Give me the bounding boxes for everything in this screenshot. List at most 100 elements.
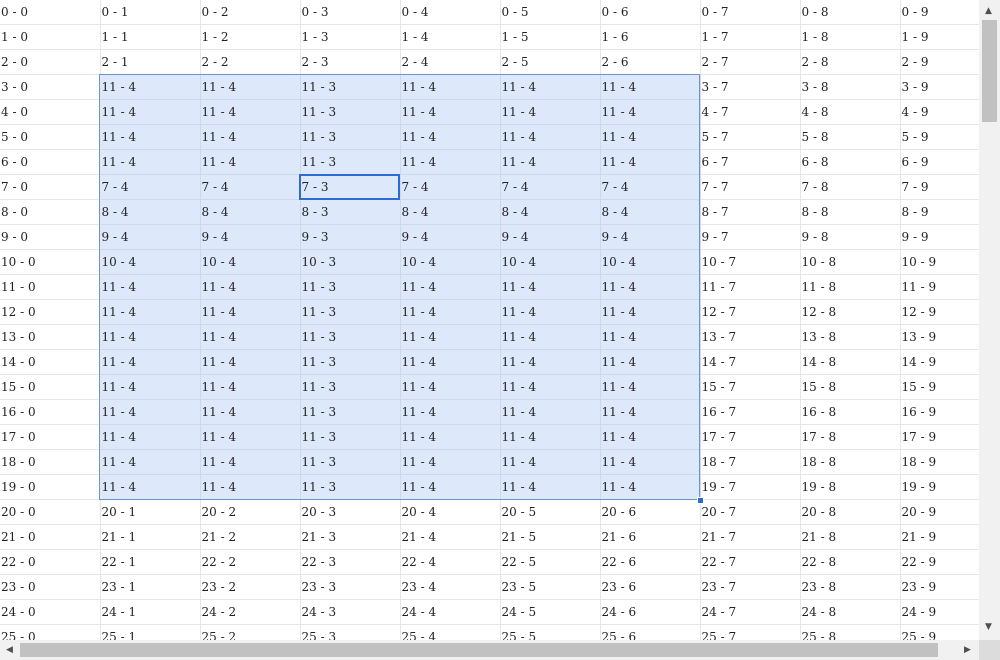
grid-cell[interactable]: 11 - 4 [200,274,301,300]
grid-cell[interactable]: 11 - 4 [600,349,701,375]
arrow-up-icon[interactable]: ▲ [985,6,992,16]
grid-cell[interactable]: 21 - 1 [100,524,201,550]
grid-cell[interactable]: 11 - 4 [100,299,201,325]
grid-cell[interactable]: 25 - 0 [0,624,101,640]
grid-cell[interactable]: 8 - 9 [900,199,979,225]
grid-cell[interactable]: 10 - 8 [800,249,901,275]
grid-cell[interactable]: 20 - 9 [900,499,979,525]
grid-cell[interactable]: 9 - 8 [800,224,901,250]
grid-cell[interactable]: 1 - 9 [900,24,979,50]
grid-cell[interactable]: 8 - 4 [200,199,301,225]
grid-cell[interactable]: 11 - 3 [300,474,401,500]
grid-cell[interactable]: 8 - 7 [700,199,801,225]
grid-cell[interactable]: 23 - 8 [800,574,901,600]
grid-cell[interactable]: 19 - 9 [900,474,979,500]
grid-cell[interactable]: 23 - 4 [400,574,501,600]
grid-cell[interactable]: 2 - 1 [100,49,201,75]
grid-cell[interactable]: 11 - 4 [600,299,701,325]
grid-cell[interactable]: 11 - 4 [600,74,701,100]
grid-cell[interactable]: 18 - 8 [800,449,901,475]
grid-cell[interactable]: 24 - 3 [300,599,401,625]
grid-cell[interactable]: 0 - 3 [300,0,401,25]
grid-cell[interactable]: 10 - 9 [900,249,979,275]
grid-cell[interactable]: 1 - 3 [300,24,401,50]
grid-cell[interactable]: 11 - 4 [100,149,201,175]
grid-cell[interactable]: 2 - 6 [600,49,701,75]
grid-cell[interactable]: 25 - 1 [100,624,201,640]
grid-cell[interactable]: 2 - 0 [0,49,101,75]
grid-cell[interactable]: 25 - 8 [800,624,901,640]
grid-cell[interactable]: 21 - 9 [900,524,979,550]
grid-cell[interactable]: 11 - 4 [100,374,201,400]
grid-cell[interactable]: 19 - 8 [800,474,901,500]
grid-cell[interactable]: 5 - 9 [900,124,979,150]
grid-cell[interactable]: 22 - 2 [200,549,301,575]
grid-cell[interactable]: 11 - 4 [600,124,701,150]
grid-cell[interactable]: 8 - 4 [500,199,601,225]
grid-cell[interactable]: 20 - 5 [500,499,601,525]
grid-cell[interactable]: 23 - 2 [200,574,301,600]
grid-cell[interactable]: 0 - 7 [700,0,801,25]
grid-cell[interactable]: 8 - 8 [800,199,901,225]
grid-cell[interactable]: 0 - 5 [500,0,601,25]
grid-cell[interactable]: 11 - 4 [100,399,201,425]
grid-cell[interactable]: 1 - 7 [700,24,801,50]
grid-cell[interactable]: 22 - 3 [300,549,401,575]
grid-cell[interactable]: 11 - 4 [400,149,501,175]
grid-cell[interactable]: 11 - 3 [300,149,401,175]
grid-cell[interactable]: 11 - 4 [600,399,701,425]
grid-cell[interactable]: 17 - 7 [700,424,801,450]
grid-cell[interactable]: 11 - 4 [100,324,201,350]
grid-cell[interactable]: 21 - 5 [500,524,601,550]
grid-cell[interactable]: 25 - 4 [400,624,501,640]
grid-cell[interactable]: 1 - 4 [400,24,501,50]
grid-cell[interactable]: 0 - 8 [800,0,901,25]
grid-cell[interactable]: 22 - 0 [0,549,101,575]
arrow-left-icon[interactable]: ◀ [6,645,13,655]
grid-cell[interactable]: 11 - 4 [600,149,701,175]
grid-cell[interactable]: 11 - 4 [500,149,601,175]
grid-cell[interactable]: 12 - 8 [800,299,901,325]
grid-cell[interactable]: 25 - 2 [200,624,301,640]
grid-cell[interactable]: 11 - 4 [100,99,201,125]
horizontal-scrollbar[interactable]: ◀ ▶ [0,640,979,660]
grid-cell[interactable]: 3 - 9 [900,74,979,100]
grid-cell[interactable]: 14 - 8 [800,349,901,375]
grid-cell[interactable]: 11 - 4 [200,474,301,500]
grid-cell[interactable]: 11 - 3 [300,449,401,475]
grid-cell[interactable]: 11 - 4 [200,149,301,175]
grid-cell[interactable]: 23 - 0 [0,574,101,600]
grid-cell[interactable]: 16 - 8 [800,399,901,425]
grid-cell[interactable]: 22 - 5 [500,549,601,575]
grid-cell[interactable]: 1 - 0 [0,24,101,50]
grid-cell[interactable]: 11 - 4 [400,374,501,400]
grid-cell[interactable]: 11 - 4 [600,324,701,350]
grid-cell[interactable]: 11 - 4 [600,424,701,450]
grid-cell[interactable]: 21 - 3 [300,524,401,550]
grid-cell[interactable]: 15 - 7 [700,374,801,400]
grid-cell[interactable]: 0 - 2 [200,0,301,25]
grid-cell[interactable]: 9 - 4 [100,224,201,250]
grid-cell[interactable]: 12 - 7 [700,299,801,325]
grid-cell[interactable]: 0 - 0 [0,0,101,25]
grid-cell[interactable]: 16 - 7 [700,399,801,425]
grid-cell[interactable]: 1 - 2 [200,24,301,50]
grid-cell[interactable]: 24 - 4 [400,599,501,625]
grid-cell[interactable]: 24 - 0 [0,599,101,625]
grid-cell[interactable]: 25 - 7 [700,624,801,640]
grid-cell[interactable]: 6 - 7 [700,149,801,175]
grid-cell[interactable]: 11 - 4 [500,349,601,375]
grid-cell[interactable]: 11 - 4 [500,324,601,350]
grid-cell[interactable]: 1 - 1 [100,24,201,50]
grid-cell[interactable]: 21 - 0 [0,524,101,550]
grid-cell[interactable]: 11 - 3 [300,274,401,300]
grid-cell[interactable]: 11 - 4 [200,74,301,100]
grid-cell[interactable]: 4 - 7 [700,99,801,125]
grid-cell[interactable]: 9 - 9 [900,224,979,250]
grid-cell[interactable]: 0 - 1 [100,0,201,25]
grid-cell[interactable]: 14 - 0 [0,349,101,375]
horizontal-scroll-thumb[interactable] [20,643,938,657]
grid-cell[interactable]: 11 - 4 [100,449,201,475]
grid-cell[interactable]: 0 - 4 [400,0,501,25]
